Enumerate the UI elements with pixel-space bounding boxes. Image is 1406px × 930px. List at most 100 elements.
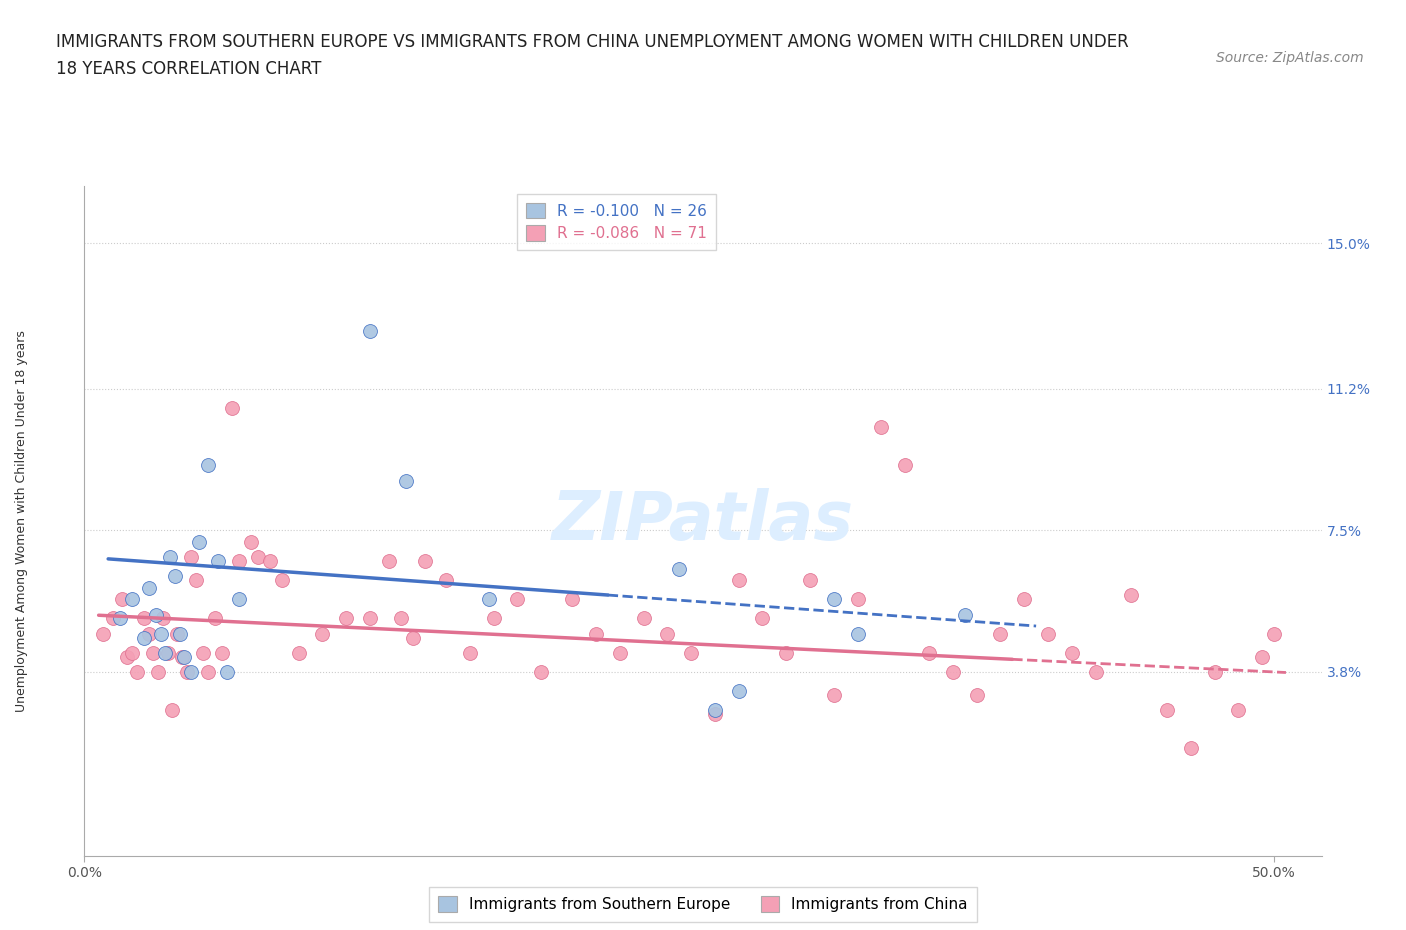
Point: [197, 458, 219, 472]
Point: [799, 573, 821, 588]
Text: Unemployment Among Women with Children Under 18 years: Unemployment Among Women with Children U…: [14, 330, 28, 711]
Text: IMMIGRANTS FROM SOUTHERN EUROPE VS IMMIGRANTS FROM CHINA UNEMPLOYMENT AMONG WOME: IMMIGRANTS FROM SOUTHERN EUROPE VS IMMIG…: [56, 33, 1129, 50]
Point: [727, 684, 749, 698]
Point: [413, 553, 436, 568]
Point: [145, 607, 167, 622]
Point: [207, 553, 229, 568]
Point: [1251, 649, 1274, 664]
Point: [101, 611, 124, 626]
Point: [270, 573, 292, 588]
Point: [239, 535, 262, 550]
Point: [180, 665, 202, 680]
Point: [1012, 591, 1035, 606]
Point: [359, 611, 381, 626]
Point: [132, 630, 155, 644]
Point: [953, 607, 976, 622]
Point: [1036, 626, 1059, 641]
Point: [170, 649, 193, 664]
Point: [990, 626, 1012, 641]
Point: [894, 458, 917, 472]
Point: [1263, 626, 1285, 641]
Point: [681, 645, 703, 660]
Point: [378, 553, 401, 568]
Point: [703, 707, 725, 722]
Point: [823, 591, 845, 606]
Point: [668, 561, 690, 576]
Point: [163, 569, 186, 584]
Point: [966, 687, 988, 702]
Point: [176, 665, 198, 680]
Point: [482, 611, 505, 626]
Point: [918, 645, 941, 660]
Point: [187, 535, 209, 550]
Point: [846, 626, 869, 641]
Point: [727, 573, 749, 588]
Point: [561, 591, 583, 606]
Point: [1180, 741, 1202, 756]
Point: [823, 687, 845, 702]
Point: [121, 645, 143, 660]
Point: [193, 645, 215, 660]
Legend: Immigrants from Southern Europe, Immigrants from China: Immigrants from Southern Europe, Immigra…: [429, 887, 977, 922]
Point: [162, 703, 184, 718]
Point: [228, 553, 250, 568]
Point: [1060, 645, 1083, 660]
Point: [146, 665, 169, 680]
Point: [335, 611, 357, 626]
Point: [217, 665, 239, 680]
Point: [149, 626, 172, 641]
Point: [478, 591, 501, 606]
Point: [434, 573, 457, 588]
Point: [1204, 665, 1226, 680]
Point: [138, 580, 160, 595]
Point: [93, 626, 115, 641]
Point: [142, 645, 165, 660]
Point: [228, 591, 250, 606]
Point: [156, 645, 179, 660]
Point: [125, 665, 148, 680]
Point: [1121, 588, 1143, 603]
Point: [159, 550, 181, 565]
Point: [402, 630, 425, 644]
Point: [585, 626, 607, 641]
Text: ZIPatlas: ZIPatlas: [553, 488, 853, 553]
Point: [311, 626, 333, 641]
Point: [287, 645, 309, 660]
Point: [155, 645, 177, 660]
Point: [108, 611, 131, 626]
Point: [1156, 703, 1178, 718]
Point: [506, 591, 529, 606]
Point: [152, 611, 174, 626]
Point: [186, 573, 208, 588]
Point: [389, 611, 412, 626]
Point: [169, 626, 191, 641]
Point: [221, 401, 243, 416]
Point: [211, 645, 233, 660]
Point: [204, 611, 226, 626]
Point: [530, 665, 553, 680]
Point: [1084, 665, 1107, 680]
Point: [775, 645, 797, 660]
Point: [138, 626, 160, 641]
Text: 18 YEARS CORRELATION CHART: 18 YEARS CORRELATION CHART: [56, 60, 322, 78]
Text: Source: ZipAtlas.com: Source: ZipAtlas.com: [1216, 51, 1364, 65]
Point: [359, 324, 381, 339]
Point: [609, 645, 631, 660]
Point: [180, 550, 202, 565]
Point: [846, 591, 869, 606]
Point: [657, 626, 679, 641]
Point: [942, 665, 965, 680]
Point: [121, 591, 143, 606]
Point: [259, 553, 281, 568]
Point: [197, 665, 219, 680]
Point: [173, 649, 195, 664]
Point: [1227, 703, 1250, 718]
Point: [111, 591, 134, 606]
Point: [751, 611, 773, 626]
Point: [247, 550, 270, 565]
Point: [166, 626, 188, 641]
Point: [458, 645, 481, 660]
Point: [394, 473, 416, 488]
Point: [132, 611, 155, 626]
Point: [703, 703, 725, 718]
